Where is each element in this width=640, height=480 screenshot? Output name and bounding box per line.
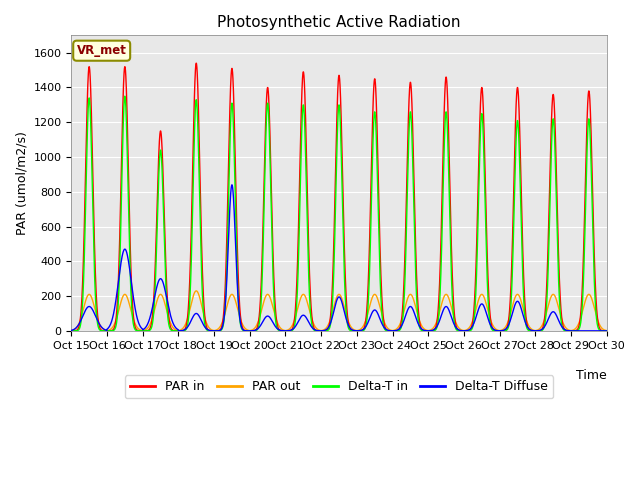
Legend: PAR in, PAR out, Delta-T in, Delta-T Diffuse: PAR in, PAR out, Delta-T in, Delta-T Dif…	[125, 375, 553, 398]
Text: VR_met: VR_met	[77, 44, 127, 57]
Y-axis label: PAR (umol/m2/s): PAR (umol/m2/s)	[15, 131, 28, 235]
Text: Time: Time	[576, 369, 607, 382]
Title: Photosynthetic Active Radiation: Photosynthetic Active Radiation	[217, 15, 461, 30]
